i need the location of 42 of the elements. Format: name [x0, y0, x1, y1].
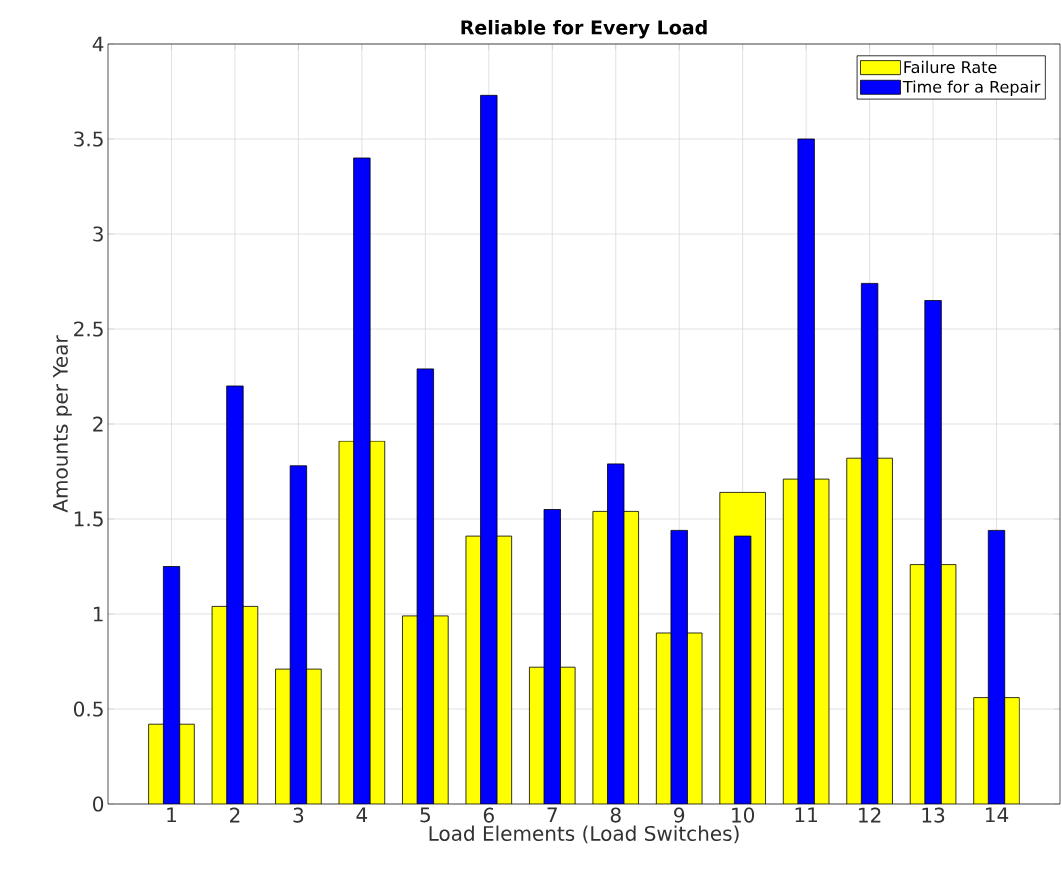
bar	[987, 530, 1006, 804]
y-tick-label: 0.5	[73, 701, 103, 717]
x-tick-label: 12	[859, 807, 881, 823]
x-tick-label: 10	[732, 807, 755, 823]
bar	[417, 368, 434, 804]
bar	[353, 158, 371, 804]
x-tick-label: 7	[547, 807, 557, 823]
legend-label: Failure Rate	[904, 60, 997, 74]
y-tick-label: 4	[92, 36, 104, 52]
x-tick-label: 5	[420, 807, 430, 823]
x-tick-label: 14	[986, 807, 1009, 823]
y-tick-label: 3.5	[74, 131, 103, 147]
y-tick-label: 3	[93, 226, 103, 242]
legend-label: Time for a Repair	[902, 80, 1041, 96]
y-tick-label: 0	[93, 796, 104, 812]
x-tick-label: 3	[293, 807, 304, 823]
bar	[734, 536, 751, 804]
x-axis-title: Load Elements (Load Switches)	[429, 825, 739, 844]
x-tick-label: 11	[795, 807, 818, 823]
bar	[797, 139, 815, 804]
bar	[163, 566, 180, 804]
x-tick-label: 8	[610, 807, 621, 823]
y-tick-label: 2	[93, 416, 103, 432]
x-tick-label: 9	[674, 807, 685, 823]
bar	[670, 530, 688, 804]
y-tick-label: 1.5	[74, 511, 103, 527]
chart-title: Reliable for Every Load	[461, 19, 707, 39]
bar	[607, 463, 624, 804]
bar	[544, 509, 561, 804]
y-axis-title: Amounts per Year	[53, 335, 72, 513]
x-tick-label: 1	[167, 807, 176, 823]
x-tick-label: 2	[230, 807, 240, 823]
bar	[480, 95, 498, 804]
bar	[290, 465, 307, 804]
bar	[924, 300, 942, 804]
x-tick-label: 6	[483, 807, 494, 823]
bar	[226, 386, 244, 804]
x-tick-label: 4	[356, 807, 368, 823]
y-tick-label: 1	[93, 606, 103, 622]
bar	[861, 283, 878, 804]
y-tick-label: 2.5	[74, 321, 103, 337]
x-tick-label: 13	[922, 807, 945, 823]
